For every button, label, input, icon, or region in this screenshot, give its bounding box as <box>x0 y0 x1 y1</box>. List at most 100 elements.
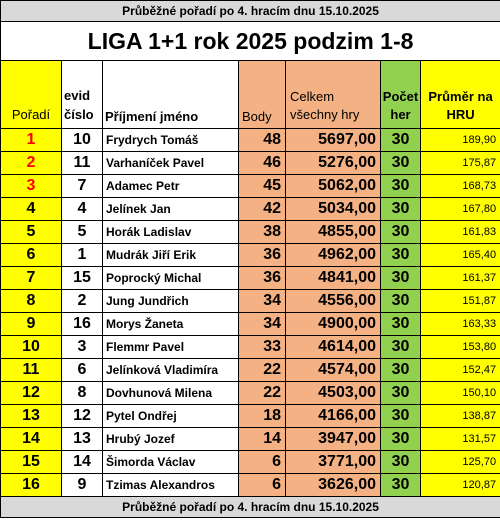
body-cell: 36 <box>238 243 286 267</box>
body-cell: 46 <box>238 151 286 175</box>
evid-cell: 7 <box>61 174 103 198</box>
evid-cell: 6 <box>61 358 103 382</box>
evid-cell: 15 <box>61 266 103 290</box>
rank-cell: 13 <box>0 404 62 428</box>
header-celkem: Celkem všechny hry <box>285 60 381 129</box>
bottom-banner: Průběžné pořadí po 4. hracím dnu 15.10.2… <box>0 496 500 518</box>
celkem-cell: 5034,00 <box>285 197 381 221</box>
celkem-cell: 4855,00 <box>285 220 381 244</box>
evid-cell: 10 <box>61 128 103 152</box>
pocet-cell: 30 <box>380 266 421 290</box>
body-cell: 6 <box>238 473 286 497</box>
rank-cell: 5 <box>0 220 62 244</box>
prumer-cell: 151,87 <box>419 289 500 313</box>
rank-cell: 9 <box>0 312 62 336</box>
pocet-cell: 30 <box>380 243 421 267</box>
table-row: 4 4 Jelínek Jan 42 5034,00 30 167,80 <box>0 197 500 221</box>
title-row: LIGA 1+1 rok 2025 podzim 1-8 <box>0 21 500 61</box>
rank-cell: 8 <box>0 289 62 313</box>
table-row: 2 11 Varhaníček Pavel 46 5276,00 30 175,87 <box>0 151 500 175</box>
header-name: Příjmení jméno <box>102 60 239 129</box>
body-cell: 48 <box>238 128 286 152</box>
body-cell: 45 <box>238 174 286 198</box>
table-row: 3 7 Adamec Petr 45 5062,00 30 168,73 <box>0 174 500 198</box>
prumer-cell: 152,47 <box>419 358 500 382</box>
pocet-cell: 30 <box>380 128 421 152</box>
header-pocet: Počet her <box>380 60 421 129</box>
top-banner-row: Průběžné pořadí po 4. hracím dnu 15.10.2… <box>0 0 500 22</box>
name-cell: Pytel Ondřej <box>102 404 239 428</box>
header-pocet-line2: her <box>390 107 411 122</box>
celkem-cell: 5062,00 <box>285 174 381 198</box>
name-cell: Flemmr Pavel <box>102 335 239 359</box>
rank-cell: 10 <box>0 335 62 359</box>
rank-cell: 4 <box>0 197 62 221</box>
evid-cell: 12 <box>61 404 103 428</box>
name-cell: Jelínek Jan <box>102 197 239 221</box>
evid-cell: 2 <box>61 289 103 313</box>
table-row: 11 6 Jelínková Vladimíra 22 4574,00 30 152,47 <box>0 358 500 382</box>
table-row: 1 10 Frydrych Tomáš 48 5697,00 30 189,90 <box>0 128 500 152</box>
table-row: 8 2 Jung Jundřich 34 4556,00 30 151,87 <box>0 289 500 313</box>
celkem-cell: 4900,00 <box>285 312 381 336</box>
header-celkem-line1: Celkem <box>290 89 335 104</box>
body-cell: 18 <box>238 404 286 428</box>
name-cell: Dovhunová Milena <box>102 381 239 405</box>
table-row: 9 16 Morys Žaneta 34 4900,00 30 163,33 <box>0 312 500 336</box>
evid-cell: 14 <box>61 450 103 474</box>
body-cell: 33 <box>238 335 286 359</box>
rank-cell: 14 <box>0 427 62 451</box>
name-cell: Jung Jundřich <box>102 289 239 313</box>
name-cell: Adamec Petr <box>102 174 239 198</box>
celkem-cell: 3626,00 <box>285 473 381 497</box>
name-cell: Morys Žaneta <box>102 312 239 336</box>
header-pocet-line1: Počet <box>382 89 419 104</box>
prumer-cell: 189,90 <box>419 128 500 152</box>
prumer-cell: 153,80 <box>419 335 500 359</box>
rank-cell: 6 <box>0 243 62 267</box>
evid-cell: 1 <box>61 243 103 267</box>
prumer-cell: 163,33 <box>419 312 500 336</box>
prumer-cell: 150,10 <box>419 381 500 405</box>
header-evid-line1: evid <box>64 88 91 103</box>
evid-cell: 16 <box>61 312 103 336</box>
evid-cell: 9 <box>61 473 103 497</box>
bottom-banner-row: Průběžné pořadí po 4. hracím dnu 15.10.2… <box>0 496 500 518</box>
prumer-cell: 167,80 <box>419 197 500 221</box>
celkem-cell: 3771,00 <box>285 450 381 474</box>
pocet-cell: 30 <box>380 220 421 244</box>
body-cell: 34 <box>238 289 286 313</box>
rank-cell: 15 <box>0 450 62 474</box>
pocet-cell: 30 <box>380 450 421 474</box>
pocet-cell: 30 <box>380 404 421 428</box>
rank-cell: 11 <box>0 358 62 382</box>
body-cell: 42 <box>238 197 286 221</box>
body-cell: 6 <box>238 450 286 474</box>
pocet-cell: 30 <box>380 427 421 451</box>
table-row: 10 3 Flemmr Pavel 33 4614,00 30 153,80 <box>0 335 500 359</box>
header-evid: evid číslo <box>61 60 103 129</box>
pocet-cell: 30 <box>380 312 421 336</box>
rank-cell: 7 <box>0 266 62 290</box>
header-prumer-line1: Průměr na <box>428 89 493 104</box>
celkem-cell: 4166,00 <box>285 404 381 428</box>
body-cell: 22 <box>238 381 286 405</box>
celkem-cell: 5276,00 <box>285 151 381 175</box>
table-row: 16 9 Tzimas Alexandros 6 3626,00 30 120,87 <box>0 473 500 497</box>
evid-cell: 3 <box>61 335 103 359</box>
prumer-cell: 165,40 <box>419 243 500 267</box>
prumer-cell: 125,70 <box>419 450 500 474</box>
celkem-cell: 4574,00 <box>285 358 381 382</box>
evid-cell: 13 <box>61 427 103 451</box>
celkem-cell: 3947,00 <box>285 427 381 451</box>
celkem-cell: 4503,00 <box>285 381 381 405</box>
header-celkem-line2: všechny hry <box>290 107 360 122</box>
celkem-cell: 5697,00 <box>285 128 381 152</box>
celkem-cell: 4556,00 <box>285 289 381 313</box>
prumer-cell: 161,83 <box>419 220 500 244</box>
header-evid-line2: číslo <box>64 107 94 122</box>
table-row: 15 14 Šimorda Václav 6 3771,00 30 125,70 <box>0 450 500 474</box>
prumer-cell: 120,87 <box>419 473 500 497</box>
pocet-cell: 30 <box>380 473 421 497</box>
pocet-cell: 30 <box>380 197 421 221</box>
